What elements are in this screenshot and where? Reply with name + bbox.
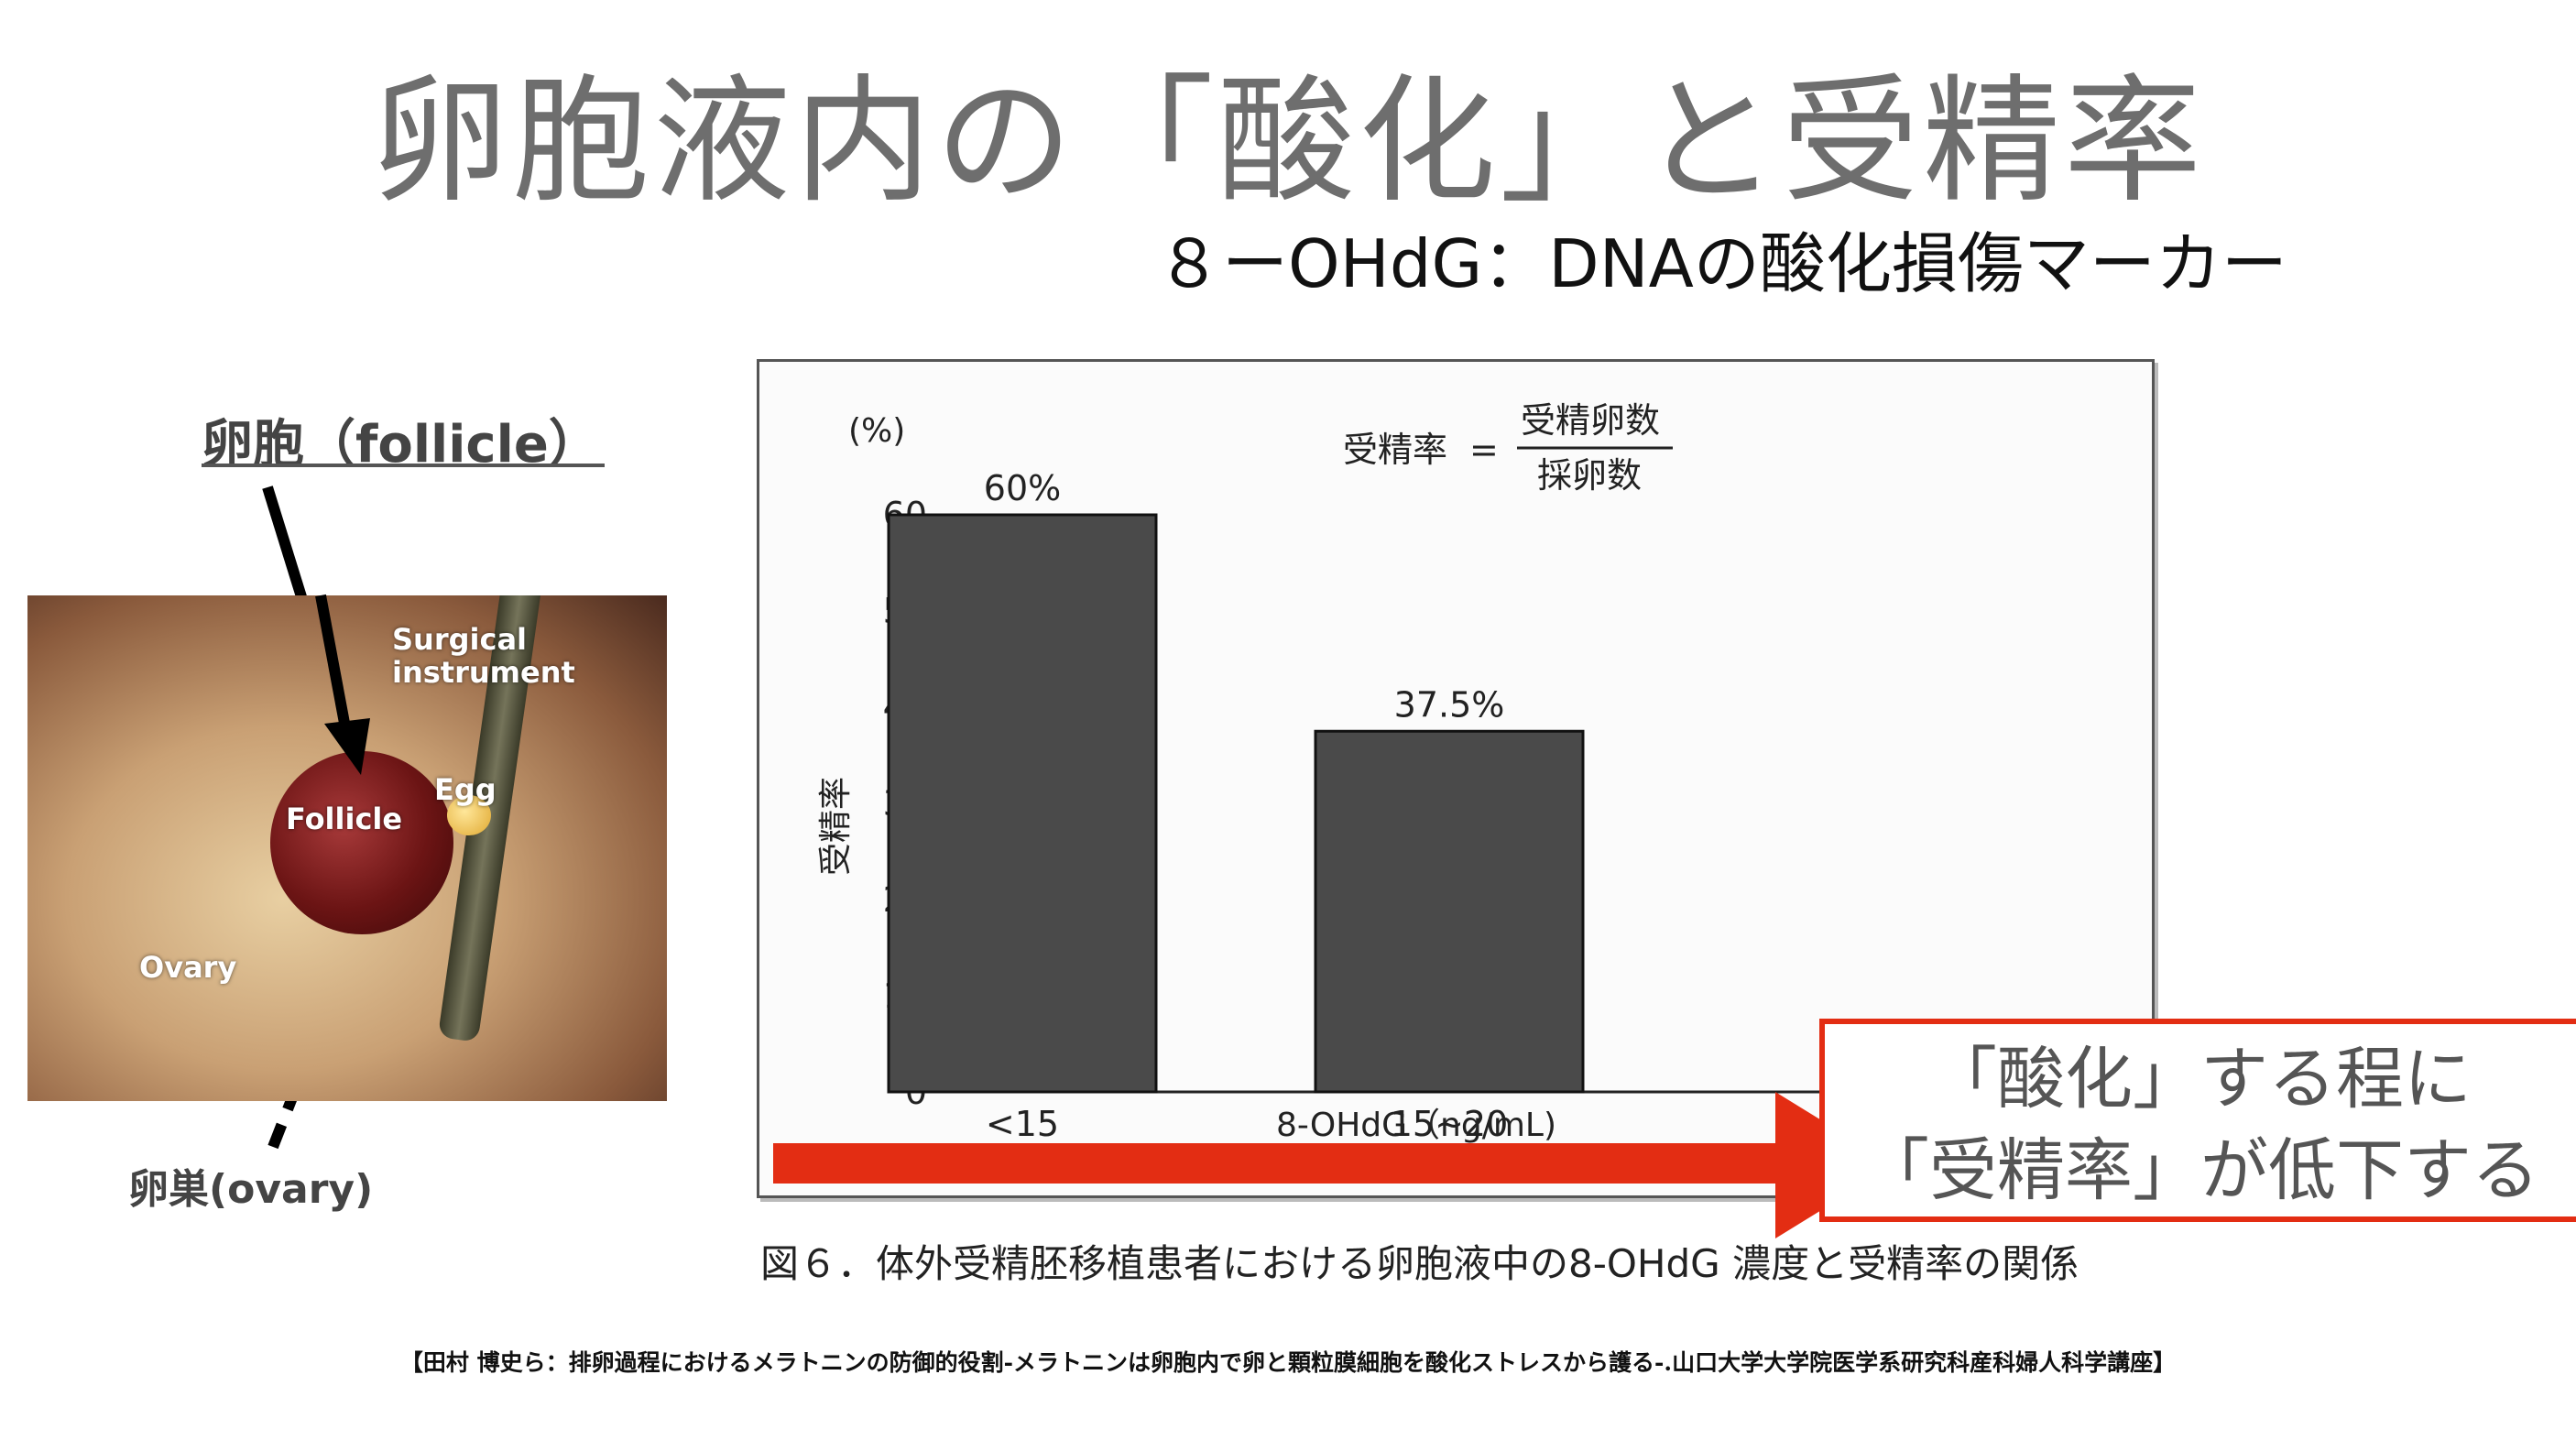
fertilization-formula: 受精率 = 受精卵数 採卵数 (1343, 400, 1673, 496)
callout-line-2: 「受精率」が低下する (1861, 1131, 2539, 1210)
formula-equals: = (1469, 430, 1499, 470)
formula-lhs: 受精率 (1343, 430, 1447, 470)
x-tick-label: <15 (986, 1104, 1059, 1144)
chart-bars (887, 513, 1585, 1094)
photo-label-egg: Egg (434, 772, 497, 807)
photo-label-surgical: Surgical (392, 622, 528, 657)
y-axis-unit: (%) (848, 412, 905, 450)
follicle-label-underline (202, 464, 605, 467)
bar-data-label: 37.5% (1394, 684, 1505, 725)
egg-shape (447, 795, 491, 835)
slide-title: 卵胞液内の「酸化」と受精率 (370, 62, 2205, 222)
laparoscopic-photo: Surgical instrument Egg Follicle Ovary (27, 595, 667, 1101)
y-axis-label: 受精率 (817, 777, 855, 876)
citation: 【田村 博史ら：排卵過程におけるメラトニンの防御的役割-メラトニンは卵胞内で卵と… (399, 1349, 2177, 1376)
photo-label-follicle: Follicle (286, 802, 403, 836)
slide-subtitle: ８ーOHdG：DNAの酸化損傷マーカー (1156, 225, 2287, 302)
follicle-shape (270, 751, 453, 934)
x-tick-label: 15~20 (1391, 1104, 1509, 1144)
figure-caption: 図６．体外受精胚移植患者における卵胞液中の8-OHdG 濃度と受精率の関係 (760, 1241, 2079, 1286)
ovary-label: 卵巣(ovary) (128, 1166, 374, 1213)
bar-data-label: 60% (984, 468, 1061, 508)
photo-label-ovary: Ovary (139, 950, 237, 985)
bar (1314, 729, 1585, 1094)
photo-label-instrument: instrument (392, 655, 575, 690)
x-axis-label: 8-OHdG（ng/mL) (1276, 1107, 1556, 1144)
formula-numerator: 受精卵数 (1521, 400, 1660, 441)
formula-denominator: 採卵数 (1537, 455, 1642, 496)
red-arrow-shaft (773, 1143, 1781, 1184)
callout-line-1: 「酸化」する程に (1929, 1040, 2472, 1118)
callout-box: 「酸化」する程に 「受精率」が低下する (1819, 1019, 2576, 1222)
bar (887, 513, 1158, 1094)
